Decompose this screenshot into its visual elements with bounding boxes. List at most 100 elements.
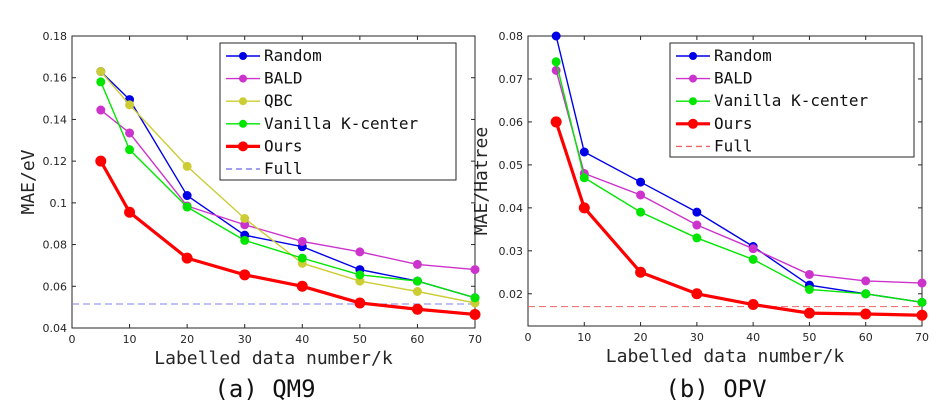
legend-label-vanilla-k-center: Vanilla K-center xyxy=(264,114,418,133)
y-tick-label: 0.1 xyxy=(50,197,68,210)
legend-marker-random xyxy=(689,52,697,60)
legend-label-full: Full xyxy=(714,136,753,155)
x-tick-label: 60 xyxy=(859,331,873,344)
x-tick-label: 30 xyxy=(690,331,704,344)
legend: Random BALD QBC Vanilla K-center Ours Full xyxy=(219,42,457,181)
data-point-ours xyxy=(916,309,928,321)
x-tick-label: 10 xyxy=(577,331,591,344)
data-point-bald xyxy=(917,278,927,288)
legend-marker-random xyxy=(239,52,247,60)
legend-box xyxy=(669,42,915,158)
series-line-ours xyxy=(99,160,476,317)
legend-label-bald: BALD xyxy=(714,69,753,88)
series-line-vanilla-k-center xyxy=(555,61,923,304)
data-point-bald xyxy=(804,269,814,279)
legend-label-random: Random xyxy=(714,46,772,65)
y-tick-label: 0.04 xyxy=(499,202,524,215)
y-tick-label: 0.08 xyxy=(43,239,68,252)
y-tick-label: 0.08 xyxy=(499,30,524,43)
data-point-vanilla-k-center xyxy=(579,173,589,183)
legend-marker-vanilla-k-center xyxy=(239,119,247,128)
x-axis-label: Labelled data number/k xyxy=(154,348,393,369)
series-line-ours xyxy=(554,121,923,317)
data-point-ours xyxy=(239,269,251,281)
data-point-bald xyxy=(412,259,422,269)
y-tick-label: 0.03 xyxy=(499,245,524,258)
data-point-vanilla-k-center xyxy=(182,202,192,212)
data-point-ours xyxy=(296,280,308,292)
data-point-ours xyxy=(95,155,107,167)
axes-box xyxy=(527,35,923,327)
series-ours xyxy=(95,155,481,320)
data-point-qbc xyxy=(125,100,135,110)
data-point-random xyxy=(636,177,646,187)
legend-label-qbc: QBC xyxy=(264,91,293,110)
data-point-vanilla-k-center xyxy=(125,145,135,155)
x-axis-label: Labelled data number/k xyxy=(606,346,845,367)
data-point-random xyxy=(692,207,702,217)
data-point-bald xyxy=(748,244,758,254)
data-point-ours xyxy=(578,202,590,214)
legend-label-random: Random xyxy=(264,46,322,65)
chart-a-qm9: 0 10 20 30 40 50 60 70 0.04 0.06 0.08 0.1 0.12 0.14 0.… xyxy=(18,30,482,403)
x-tick-label: 10 xyxy=(123,333,137,346)
data-point-bald xyxy=(861,276,871,286)
y-axis-label: MAE/eV xyxy=(18,149,39,214)
data-point-bald xyxy=(297,236,307,246)
chart-b-opv: 0 10 20 30 40 50 60 70 0.02 0.03 0.04 0.05 0.06 0.07 0… xyxy=(471,30,929,403)
series-bald xyxy=(551,65,927,288)
legend-label-vanilla-k-center: Vanilla K-center xyxy=(714,91,868,110)
legend-marker-ours xyxy=(238,141,248,152)
data-point-bald xyxy=(470,265,480,275)
data-point-qbc xyxy=(96,66,106,76)
data-point-bald xyxy=(96,105,106,115)
data-point-vanilla-k-center xyxy=(355,270,365,280)
data-point-vanilla-k-center xyxy=(861,289,871,299)
data-point-vanilla-k-center xyxy=(96,77,106,87)
data-point-ours xyxy=(469,308,481,320)
legend-marker-ours xyxy=(688,118,698,129)
data-point-qbc xyxy=(412,287,422,296)
x-tick-label: 50 xyxy=(802,331,816,344)
y-tick-label: 0.07 xyxy=(499,73,524,86)
data-point-ours xyxy=(411,303,423,315)
series-line-vanilla-k-center xyxy=(100,81,476,299)
chart-caption: (a) QM9 xyxy=(214,375,315,403)
data-point-random xyxy=(579,147,589,157)
x-tick-label: 0 xyxy=(69,333,76,346)
legend-marker-qbc xyxy=(239,97,247,106)
data-point-random xyxy=(551,31,561,41)
x-tick-label: 60 xyxy=(410,333,424,346)
data-point-bald xyxy=(692,220,702,230)
y-tick-label: 0.12 xyxy=(43,155,68,168)
y-tick-label: 0.05 xyxy=(499,159,524,172)
x-tick-label: 0 xyxy=(525,331,532,344)
x-tick-label: 50 xyxy=(353,333,367,346)
series-line-qbc xyxy=(100,71,476,304)
x-tick-label: 40 xyxy=(746,331,760,344)
legend-label-bald: BALD xyxy=(264,69,303,88)
legend-label-full: Full xyxy=(264,159,303,178)
data-point-vanilla-k-center xyxy=(692,233,702,243)
data-point-ours xyxy=(635,266,647,278)
chart-caption: (b) OPV xyxy=(665,375,766,403)
legend-label-ours: Ours xyxy=(714,114,753,133)
y-tick-label: 0.06 xyxy=(499,116,524,129)
x-tick-label: 70 xyxy=(915,331,929,344)
data-point-vanilla-k-center xyxy=(917,297,927,307)
data-point-ours xyxy=(124,206,136,218)
data-point-ours xyxy=(860,308,872,320)
data-point-vanilla-k-center xyxy=(636,207,646,217)
series-vanilla-k-center xyxy=(551,57,927,307)
data-point-ours xyxy=(181,252,193,264)
y-tick-label: 0.02 xyxy=(499,288,524,301)
data-point-ours xyxy=(691,288,703,300)
data-point-vanilla-k-center xyxy=(240,235,250,245)
series-vanilla-k-center xyxy=(96,77,480,303)
x-tick-label: 20 xyxy=(634,331,648,344)
data-point-vanilla-k-center xyxy=(804,284,814,294)
y-tick-label: 0.14 xyxy=(43,113,68,126)
x-tick-label: 20 xyxy=(180,333,194,346)
data-point-vanilla-k-center xyxy=(551,57,561,67)
